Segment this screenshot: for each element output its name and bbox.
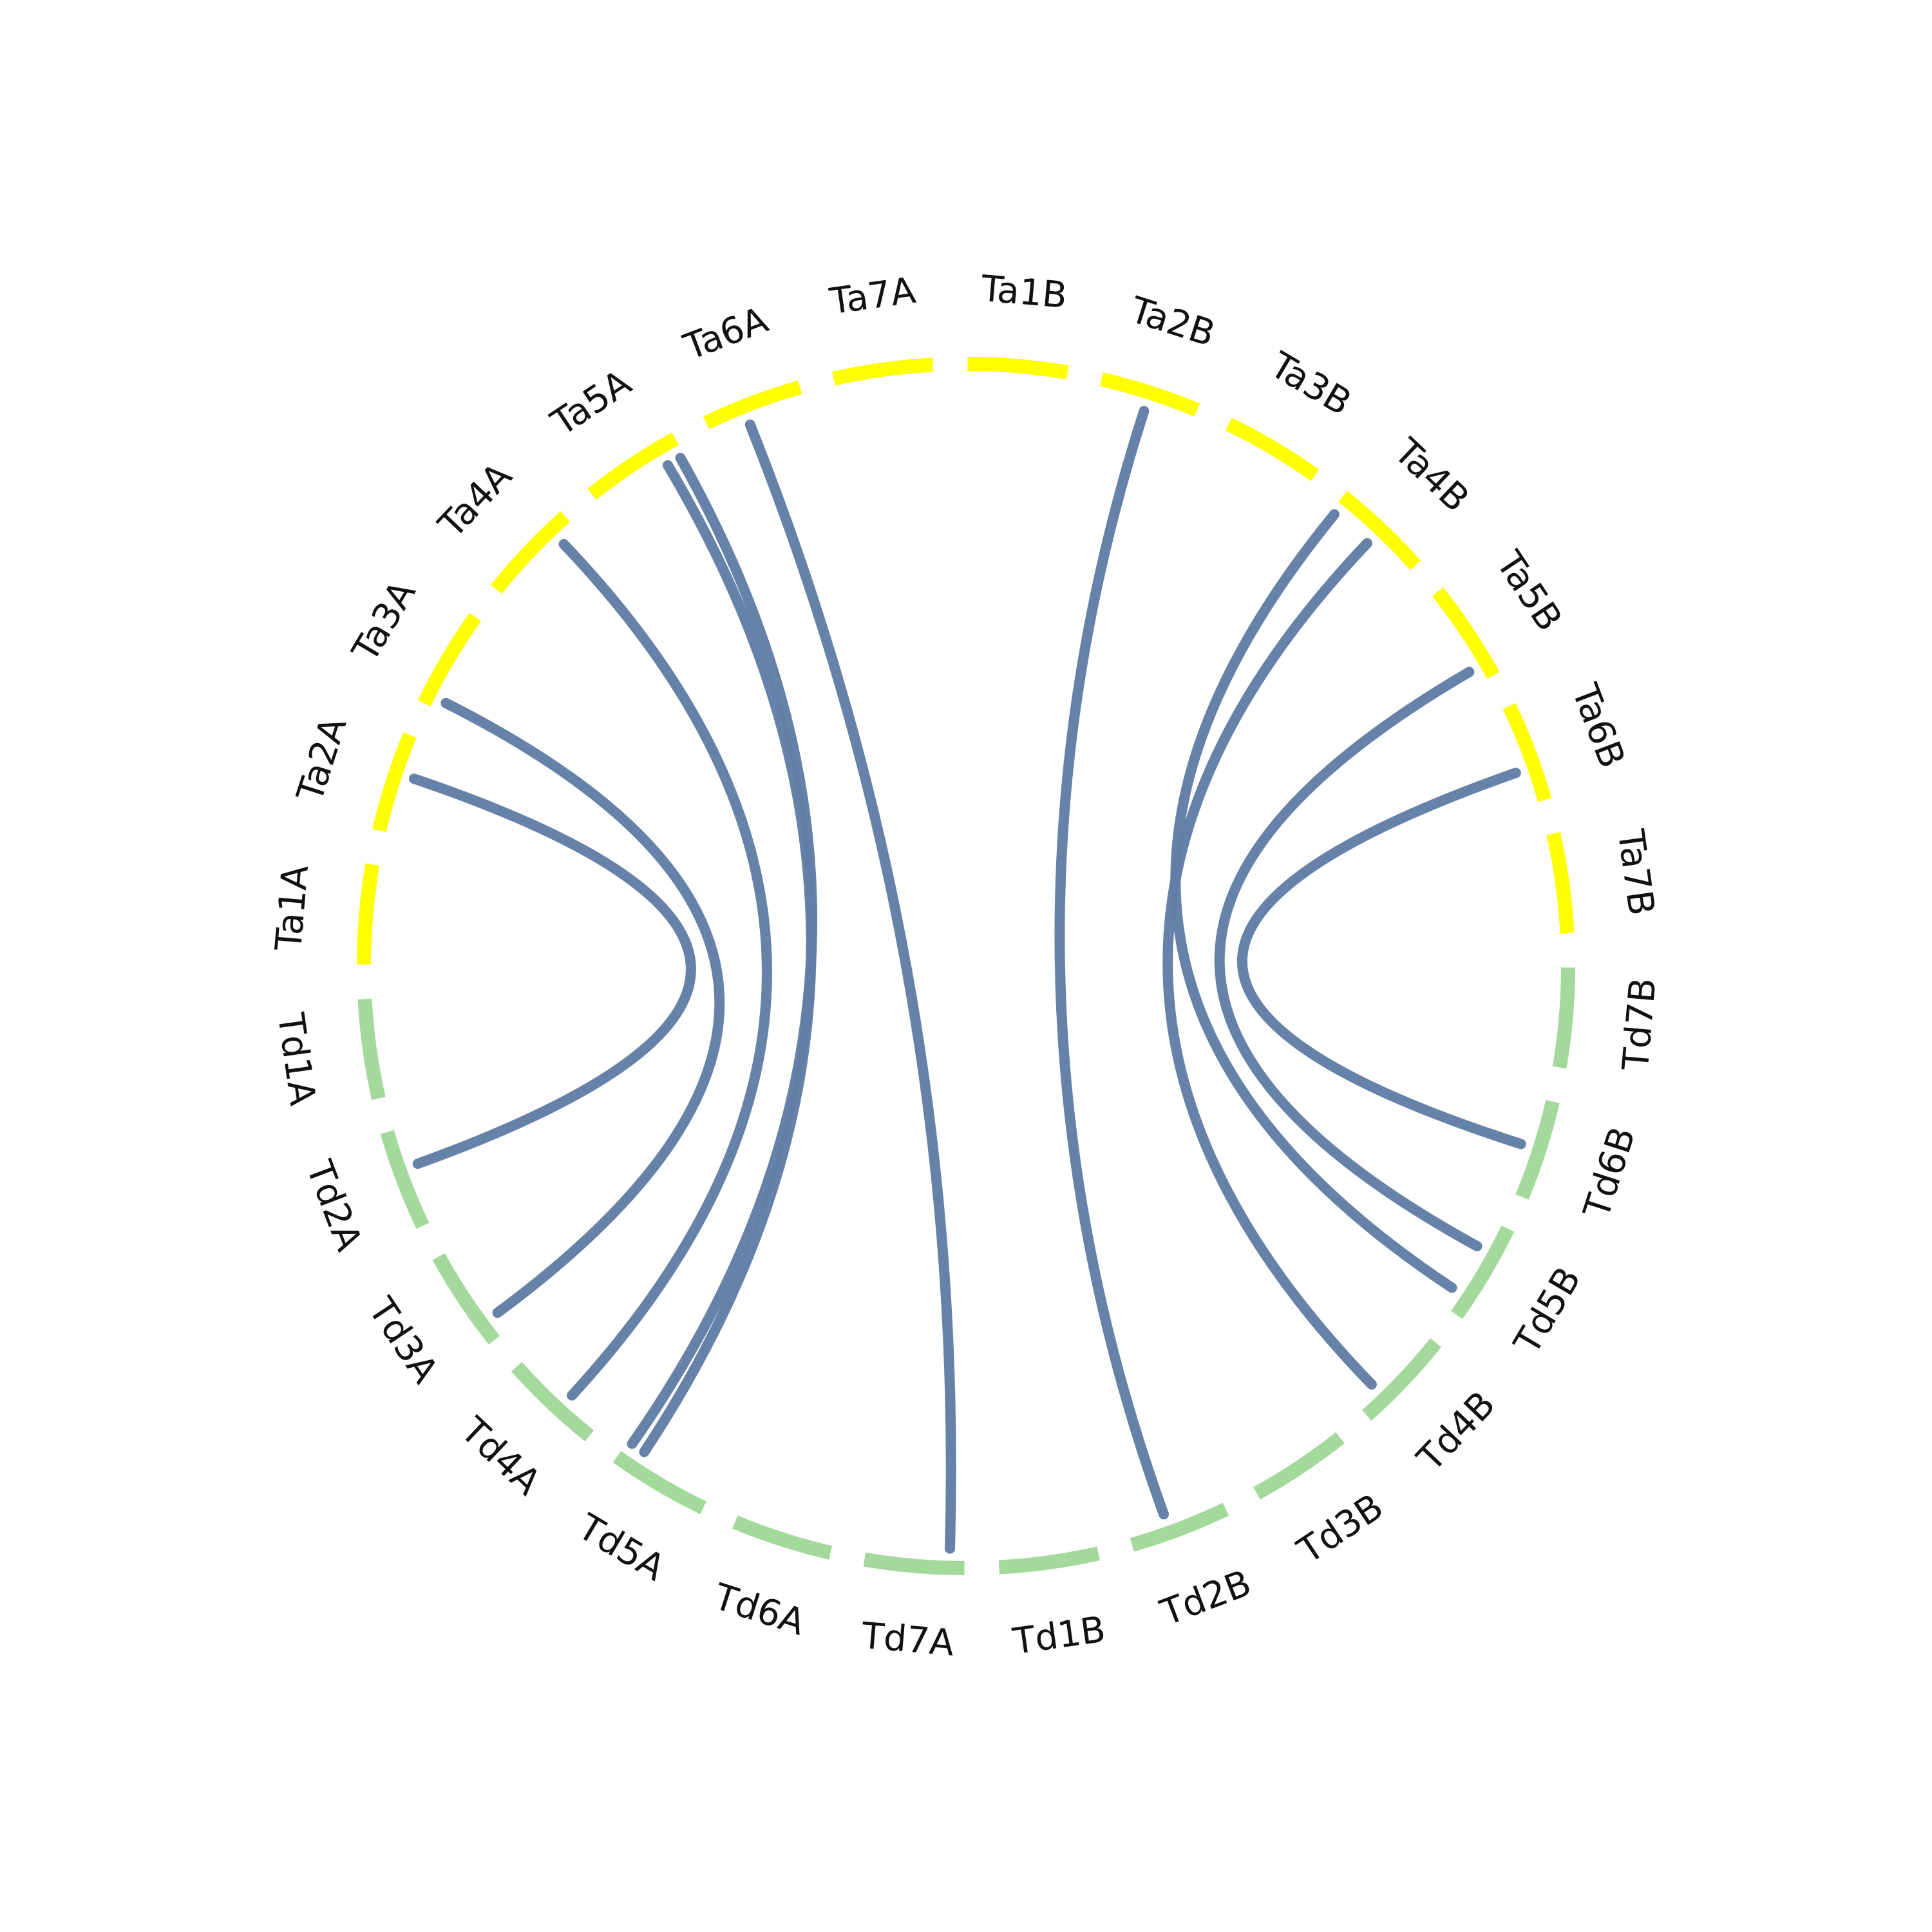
segment-td2a — [380, 1130, 430, 1229]
segment-ta5b — [1432, 587, 1500, 679]
segment-td3a — [432, 1253, 500, 1345]
segment-label-ta6a: Ta6A — [678, 299, 774, 368]
link-td2b-ta2b — [1054, 406, 1169, 1520]
segment-ta2a — [372, 732, 417, 833]
link-td4a-ta4a — [558, 538, 772, 1401]
segment-td6a — [732, 1515, 833, 1560]
segment-label-td6a: Td6A — [708, 1576, 810, 1644]
segment-label-ta7a: Ta7A — [827, 270, 918, 323]
segment-ta5a — [587, 432, 679, 500]
segment-label-ta4a: Ta4A — [430, 455, 520, 547]
segment-ta7b — [1546, 831, 1575, 934]
link-td5a-ta5a — [627, 453, 817, 1449]
segment-label-td6b: Td6B — [1576, 1122, 1644, 1224]
link-td4b-ta4b — [1162, 538, 1377, 1390]
segment-td4b — [1361, 1338, 1442, 1421]
segment-label-ta7b: Ta7B — [1609, 827, 1662, 918]
segment-td7b — [1552, 967, 1575, 1069]
segment-label-td7b: Td7B — [1615, 976, 1664, 1073]
segment-ta7a — [831, 357, 934, 386]
segment-td7a — [863, 1552, 965, 1575]
segment-td2b — [1130, 1502, 1229, 1552]
segment-label-ta5b: Ta5B — [1488, 544, 1571, 639]
link-td5b-ta4b — [1170, 509, 1457, 1293]
segment-td1b — [998, 1546, 1101, 1575]
segment-ta1b — [967, 357, 1069, 380]
link-td5a-ta5a — [639, 460, 817, 1457]
segment-ta1a — [357, 863, 380, 965]
segment-td3b — [1253, 1432, 1345, 1500]
link-td2a-ta2a — [408, 773, 696, 1169]
segment-ta2b — [1099, 372, 1200, 417]
segment-td5b — [1450, 1226, 1515, 1320]
segment-td6b — [1515, 1099, 1560, 1200]
segment-label-td1b: Td1B — [1010, 1609, 1108, 1663]
segment-td4a — [511, 1361, 594, 1442]
segment-label-ta6b: Ta6B — [1563, 678, 1633, 774]
segment-ta3a — [417, 612, 482, 706]
segment-label-td5a: Td5A — [571, 1506, 672, 1589]
segment-td5a — [612, 1450, 706, 1515]
segment-label-td7a: Td7A — [859, 1615, 956, 1664]
segment-td1a — [357, 998, 386, 1101]
segment-ta6b — [1502, 703, 1552, 802]
segment-label-td3a: Td3A — [359, 1290, 446, 1390]
segments-layer — [357, 357, 1575, 1575]
link-td3a-ta3a — [440, 697, 725, 1318]
segment-label-ta2b: Ta2B — [1124, 289, 1220, 355]
segment-label-ta3b: Ta3B — [1262, 344, 1358, 424]
segment-label-ta3a: Ta3A — [344, 574, 424, 670]
segment-ta4b — [1338, 490, 1421, 571]
link-td7a-ta6a — [744, 419, 956, 1554]
segment-ta3b — [1226, 417, 1320, 482]
segment-label-td3b: Td3B — [1290, 1486, 1391, 1572]
segment-label-ta1b: Ta1B — [979, 268, 1068, 317]
segment-label-ta1a: Ta1A — [268, 864, 317, 953]
segment-label-ta2a: Ta2A — [289, 712, 355, 808]
segment-label-td5b: Td5B — [1506, 1260, 1589, 1362]
link-td5b-ta5b — [1214, 667, 1482, 1252]
segment-label-ta5a: Ta5A — [544, 362, 639, 444]
links-layer — [408, 406, 1526, 1554]
segment-label-td1a: Td1A — [269, 1010, 323, 1108]
segment-label-td4b: Td4B — [1409, 1383, 1504, 1480]
segment-ta4a — [490, 511, 571, 594]
segment-label-td2a: Td2A — [298, 1155, 370, 1256]
segment-label-td2b: Td2B — [1155, 1562, 1256, 1634]
segment-label-td4a: Td4A — [452, 1409, 549, 1504]
segment-label-ta4b: Ta4B — [1385, 430, 1477, 520]
link-td6b-ta6b — [1236, 768, 1526, 1150]
segment-ta6a — [703, 380, 802, 430]
